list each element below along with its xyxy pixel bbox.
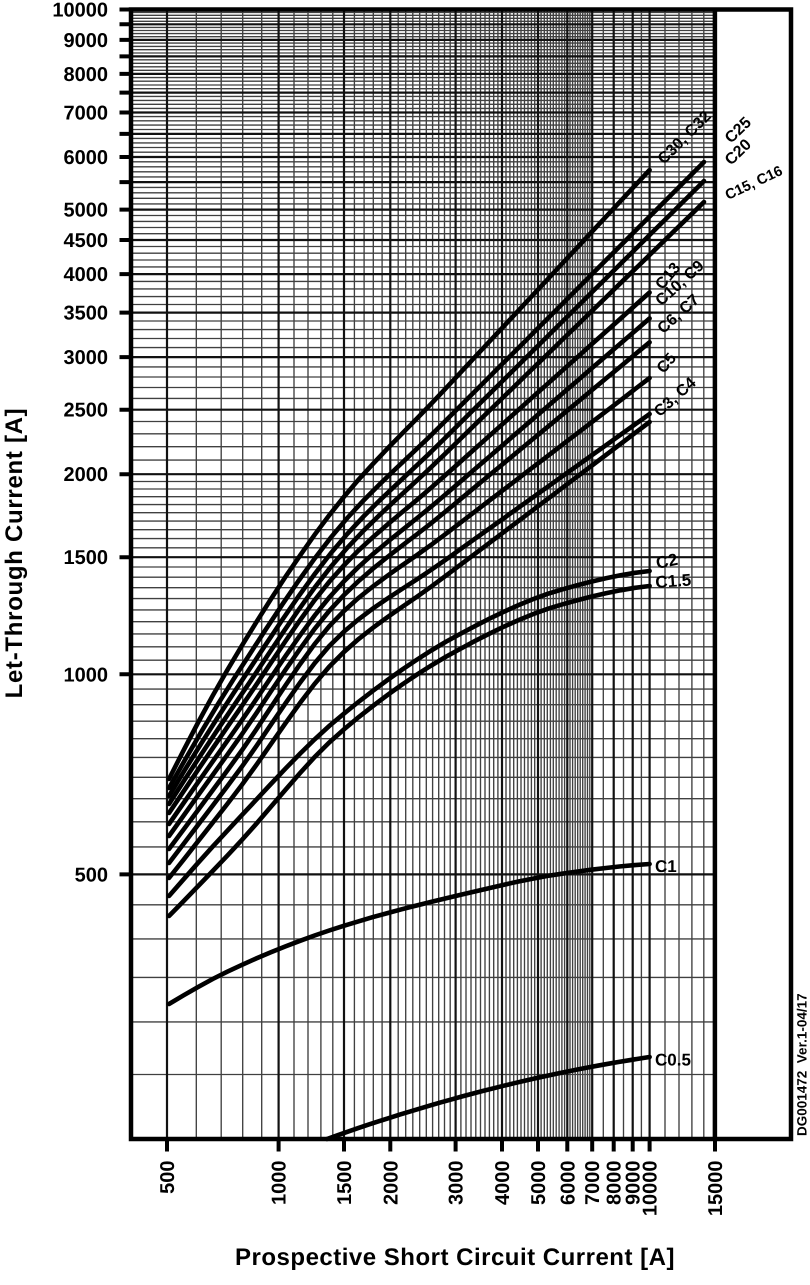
svg-text:9000: 9000	[64, 30, 109, 52]
svg-text:2500: 2500	[64, 400, 109, 422]
svg-text:500: 500	[75, 864, 108, 886]
svg-text:4000: 4000	[492, 1161, 514, 1206]
svg-text:2000: 2000	[380, 1161, 402, 1206]
svg-text:1000: 1000	[269, 1161, 291, 1206]
svg-text:6000: 6000	[64, 147, 109, 169]
svg-text:10000: 10000	[640, 1161, 662, 1217]
svg-text:Let-Through Current [A]: Let-Through Current [A]	[1, 408, 28, 699]
svg-text:1500: 1500	[334, 1161, 356, 1206]
svg-text:3000: 3000	[446, 1161, 468, 1206]
svg-text:3000: 3000	[64, 347, 109, 369]
svg-text:8000: 8000	[64, 64, 109, 86]
svg-text:7000: 7000	[582, 1161, 604, 1206]
svg-text:5000: 5000	[64, 200, 109, 222]
svg-text:9000: 9000	[623, 1161, 645, 1206]
svg-text:500: 500	[157, 1161, 179, 1194]
svg-text:C1.5: C1.5	[655, 571, 692, 592]
svg-text:Prospective Short Circuit Curr: Prospective Short Circuit Current [A]	[235, 1244, 675, 1271]
svg-text:C2: C2	[654, 550, 679, 573]
svg-text:3500: 3500	[64, 303, 109, 325]
svg-text:1000: 1000	[64, 664, 109, 686]
svg-text:15000: 15000	[705, 1161, 727, 1217]
svg-text:10000: 10000	[52, 0, 108, 22]
svg-text:C1: C1	[655, 857, 677, 876]
svg-text:4000: 4000	[64, 264, 109, 286]
svg-text:DG001472 Ver.1-04/17: DG001472 Ver.1-04/17	[795, 993, 810, 1136]
svg-text:C0.5: C0.5	[655, 1050, 691, 1069]
svg-text:5000: 5000	[528, 1161, 550, 1206]
svg-text:8000: 8000	[604, 1161, 626, 1206]
svg-text:2000: 2000	[64, 464, 109, 486]
svg-text:1500: 1500	[64, 547, 109, 569]
svg-text:7000: 7000	[64, 103, 109, 125]
svg-text:4500: 4500	[64, 230, 109, 252]
svg-text:6000: 6000	[557, 1161, 579, 1206]
